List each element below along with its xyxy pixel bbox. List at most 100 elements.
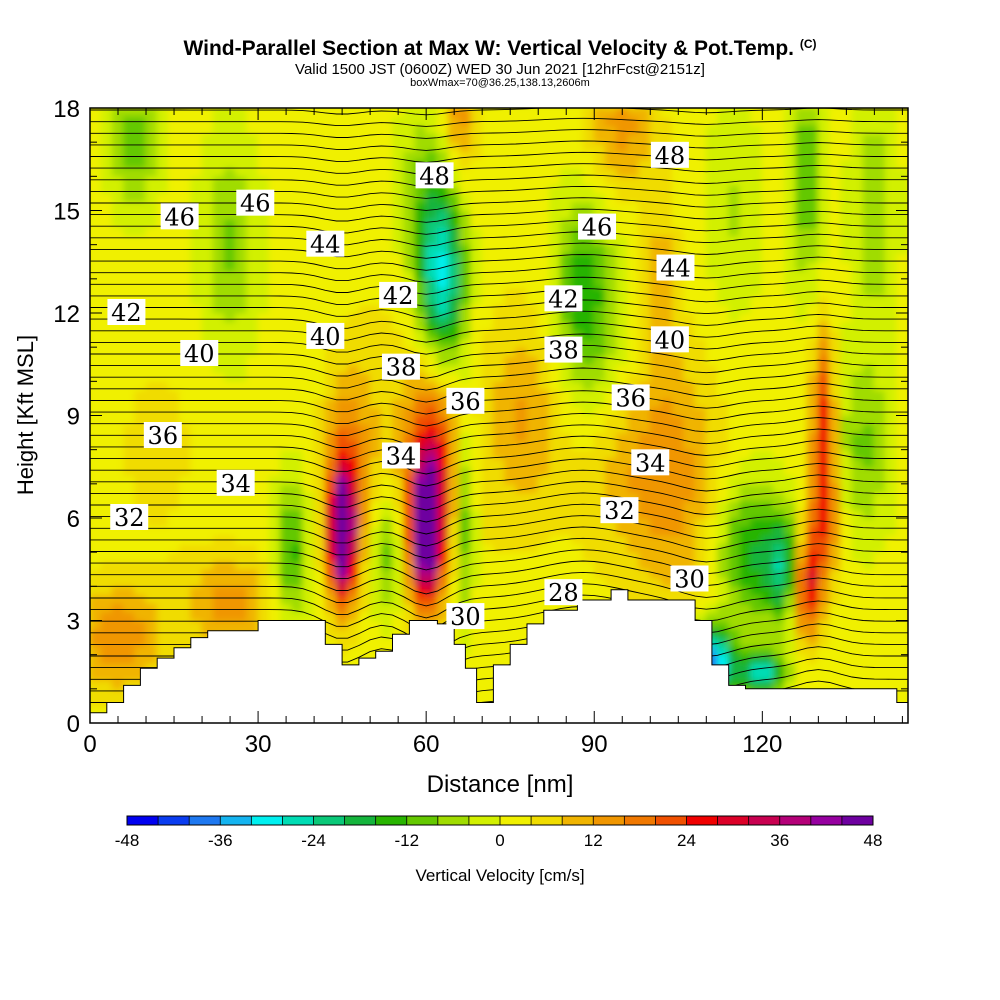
field-cell xyxy=(526,338,539,348)
field-cell xyxy=(212,278,225,288)
field-cell xyxy=(537,551,550,562)
field-cell xyxy=(111,491,125,502)
field-cell xyxy=(627,551,640,562)
field-cell xyxy=(100,415,113,425)
field-cell xyxy=(291,286,304,297)
field-cell xyxy=(705,380,719,391)
field-cell xyxy=(515,594,528,604)
field-cell xyxy=(604,474,618,485)
field-cell xyxy=(515,372,528,382)
field-cell xyxy=(717,150,730,160)
field-cell xyxy=(705,389,719,399)
field-cell xyxy=(380,466,394,476)
field-cell xyxy=(90,534,102,545)
field-cell xyxy=(145,585,158,596)
field-cell xyxy=(638,278,651,288)
field-cell xyxy=(672,415,685,425)
field-cell xyxy=(100,585,113,596)
field-cell xyxy=(548,457,562,468)
field-cell xyxy=(380,303,394,314)
field-cell xyxy=(705,218,719,229)
field-cell xyxy=(324,483,338,493)
field-cell xyxy=(313,508,326,519)
field-cell xyxy=(414,210,427,220)
field-cell xyxy=(492,449,506,459)
field-cell xyxy=(100,192,113,203)
field-cell xyxy=(246,338,259,348)
field-cell xyxy=(515,355,528,365)
field-cell xyxy=(347,602,360,613)
field-cell xyxy=(705,235,719,246)
field-cell xyxy=(773,150,786,160)
field-cell xyxy=(313,585,326,596)
field-cell xyxy=(235,133,248,143)
field-cell xyxy=(638,269,651,280)
field-cell xyxy=(246,235,259,246)
field-cell xyxy=(347,363,360,374)
field-cell xyxy=(358,585,371,596)
field-cell xyxy=(526,594,539,604)
field-cell xyxy=(134,141,147,152)
field-cell xyxy=(369,372,382,382)
field-cell xyxy=(302,568,315,579)
field-cell xyxy=(627,192,640,203)
field-cell xyxy=(100,620,113,630)
field-cell xyxy=(728,560,741,570)
field-cell xyxy=(134,466,147,476)
field-cell xyxy=(145,406,158,416)
field-cell xyxy=(179,158,192,169)
field-cell xyxy=(560,252,573,263)
field-cell xyxy=(167,628,181,639)
field-cell xyxy=(448,449,461,459)
field-cell xyxy=(660,508,674,519)
field-cell xyxy=(324,303,338,314)
field-cell xyxy=(750,269,763,280)
field-cell xyxy=(369,637,382,647)
field-cell xyxy=(347,423,360,434)
field-cell xyxy=(773,116,786,126)
field-cell xyxy=(627,577,640,587)
field-cell xyxy=(279,474,293,485)
field-cell xyxy=(235,158,248,169)
field-cell xyxy=(167,457,181,468)
field-cell xyxy=(403,534,416,545)
field-cell xyxy=(358,594,371,604)
field-cell xyxy=(90,133,102,143)
field-cell xyxy=(358,329,371,340)
field-cell xyxy=(111,679,125,690)
field-cell xyxy=(369,491,382,502)
field-cell xyxy=(593,286,606,297)
field-cell xyxy=(145,577,158,587)
field-cell xyxy=(459,372,472,382)
field-cell xyxy=(459,201,472,211)
field-cell xyxy=(806,108,819,118)
field-cell xyxy=(403,158,416,169)
field-cell xyxy=(201,620,214,630)
field-cell xyxy=(414,235,427,246)
field-cell xyxy=(100,491,113,502)
field-cell xyxy=(448,500,461,510)
field-cell xyxy=(90,235,102,246)
field-cell xyxy=(571,449,584,459)
field-cell xyxy=(100,457,113,468)
field-cell xyxy=(504,175,517,186)
field-cell xyxy=(246,517,259,528)
field-cell xyxy=(380,312,394,323)
field-cell xyxy=(90,312,102,323)
field-cell xyxy=(425,449,438,459)
field-cell xyxy=(683,158,696,169)
field-cell xyxy=(560,483,573,493)
field-cell xyxy=(627,355,640,365)
field-cell xyxy=(672,295,685,305)
field-cell xyxy=(806,235,819,246)
field-cell xyxy=(190,406,203,416)
field-cell xyxy=(347,252,360,263)
field-cell xyxy=(829,346,842,357)
field-cell xyxy=(425,474,438,485)
field-cell xyxy=(436,474,450,485)
field-cell xyxy=(123,124,136,135)
field-cell xyxy=(728,150,741,160)
field-cell xyxy=(571,210,584,220)
field-cell xyxy=(593,346,606,357)
field-cell xyxy=(817,551,831,562)
